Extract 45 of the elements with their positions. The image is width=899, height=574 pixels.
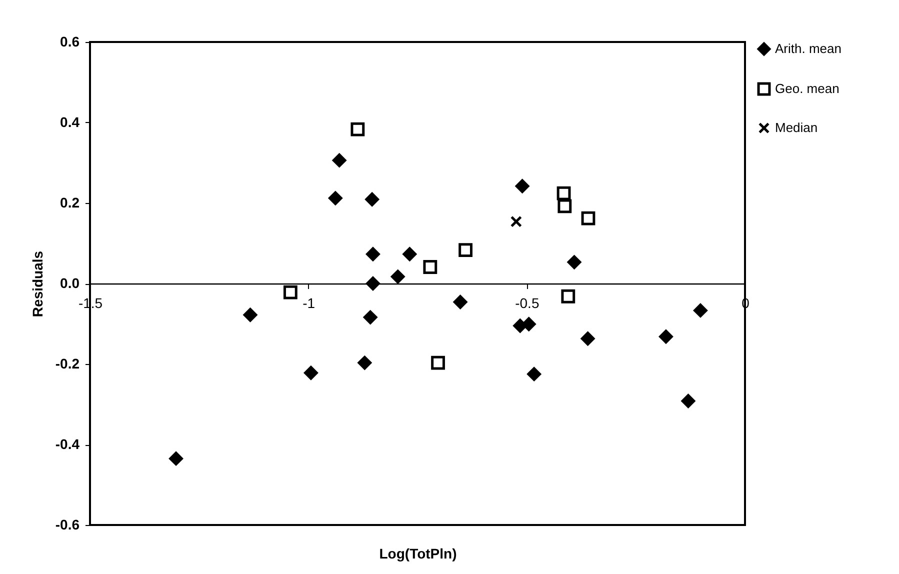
point <box>390 270 405 284</box>
point <box>558 199 572 214</box>
point <box>515 179 530 194</box>
x-axis-title: Log(TotPln) <box>379 546 457 562</box>
point <box>366 276 380 290</box>
x-tick-label: -0.5 <box>515 295 540 311</box>
point <box>681 394 696 408</box>
point <box>453 295 468 309</box>
point <box>561 289 576 304</box>
point <box>402 247 417 262</box>
point <box>169 452 183 466</box>
point <box>556 186 571 200</box>
y-tick-label: 0.6 <box>60 34 80 50</box>
y-tick-label: 0.4 <box>60 114 80 130</box>
point <box>458 243 472 258</box>
point <box>243 308 258 322</box>
point <box>283 285 298 300</box>
point <box>431 356 445 370</box>
point <box>522 317 536 332</box>
y-tick-label: -0.2 <box>55 356 80 372</box>
point <box>580 332 595 346</box>
point <box>527 367 542 382</box>
y-tick-label: -0.6 <box>55 516 80 532</box>
point <box>366 247 380 262</box>
point <box>350 122 365 136</box>
point <box>423 260 438 274</box>
point <box>694 304 708 318</box>
point <box>363 310 378 324</box>
point <box>332 153 346 168</box>
point <box>304 366 318 380</box>
point <box>567 255 582 270</box>
point <box>510 216 522 228</box>
point <box>659 330 673 344</box>
legend-label: Median <box>775 120 818 135</box>
y-tick-label: 0.0 <box>60 275 80 291</box>
point <box>365 192 380 206</box>
y-tick-label: 0.2 <box>60 194 80 210</box>
legend-label: Arith. mean <box>775 41 842 56</box>
y-tick-label: -0.4 <box>55 436 80 452</box>
point <box>328 191 342 206</box>
point <box>358 356 372 370</box>
legend-label: Geo. mean <box>775 81 840 96</box>
point <box>581 211 596 226</box>
y-axis-title: Residuals <box>29 250 46 318</box>
x-tick-label: -1 <box>302 295 316 311</box>
